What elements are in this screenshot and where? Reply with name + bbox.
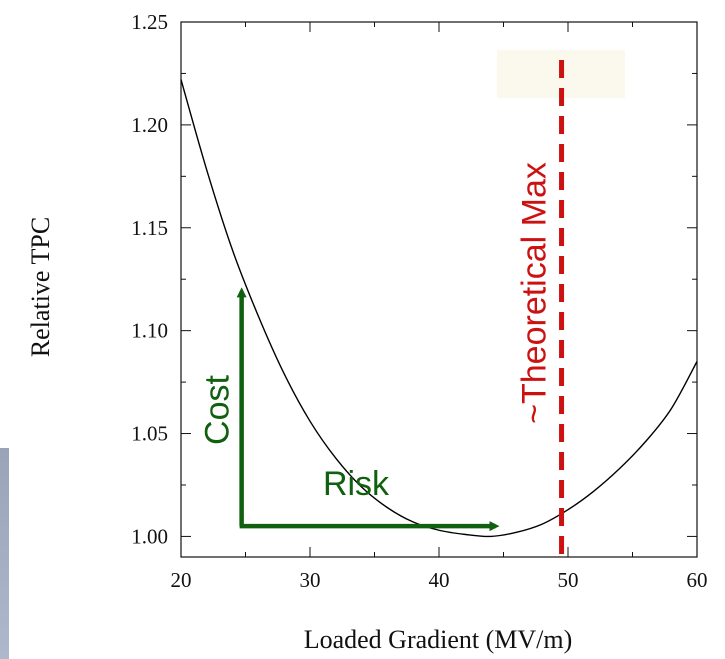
theoretical-max-label: ~Theoretical Max: [516, 162, 554, 424]
x-tick-label: 20: [171, 568, 192, 592]
x-tick-label: 30: [300, 568, 321, 592]
cost-label: Cost: [199, 374, 237, 444]
plot-border: [180, 21, 698, 558]
annotation-layer: ~Theoretical Max Cost Risk: [199, 60, 565, 557]
plot-frame: [180, 21, 698, 558]
x-axis-title: Loaded Gradient (MV/m): [304, 625, 573, 654]
x-tick-label: 60: [687, 568, 708, 592]
x-tick-label: 50: [558, 568, 579, 592]
y-tick-label: 1.05: [131, 422, 168, 446]
y-tick-label: 1.25: [131, 10, 168, 34]
x-tick-label: 40: [429, 568, 450, 592]
y-tick-label: 1.20: [131, 113, 168, 137]
series-layer: [180, 79, 698, 538]
y-tick-label: 1.15: [131, 216, 168, 240]
tpc-curve: [180, 79, 698, 538]
slide-edge-decoration: [0, 448, 9, 659]
risk-label: Risk: [323, 465, 390, 503]
y-axis-title: Relative TPC: [26, 217, 55, 357]
y-tick-label: 1.10: [131, 319, 168, 343]
y-tick-label: 1.00: [131, 524, 168, 548]
axis-ticks: [180, 21, 698, 557]
tick-labels: 20 30 40 50 60 1.00 1.05 1.10 1.15 1.20 1.25: [131, 10, 707, 592]
